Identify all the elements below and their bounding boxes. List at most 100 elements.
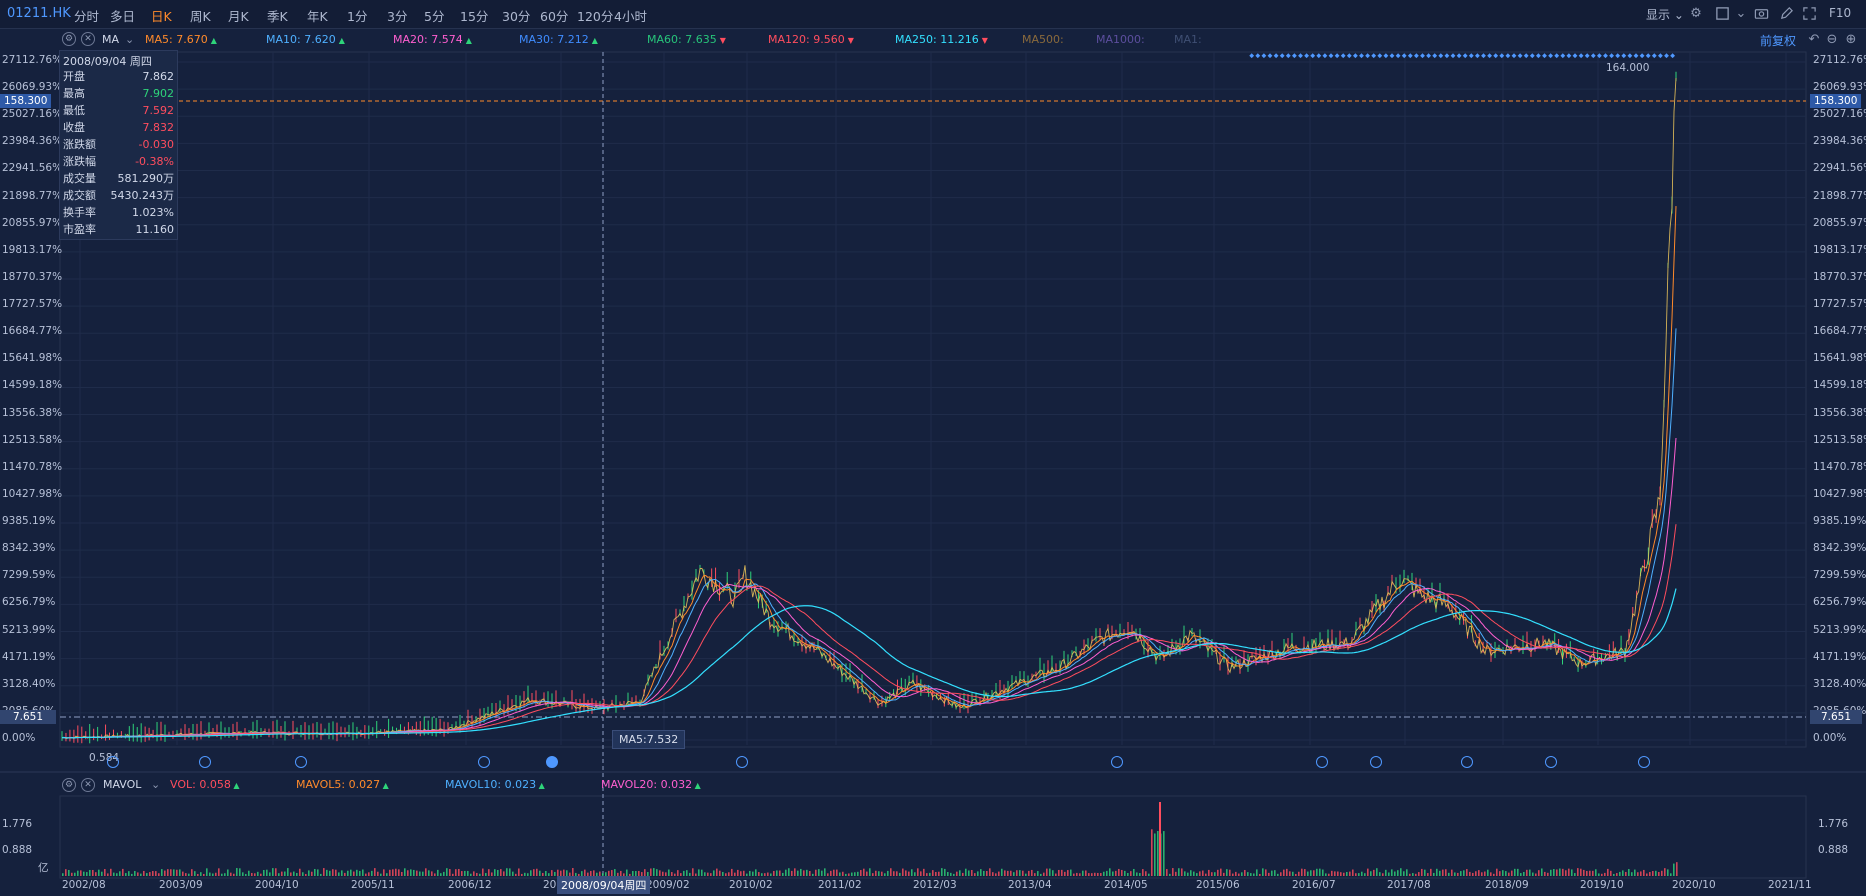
- ma-line: [61, 524, 1677, 739]
- volume-bar: [1166, 869, 1168, 876]
- timeframe-tab[interactable]: 季K: [267, 9, 288, 24]
- ma-legend-item: MA20: 7.574 ▲: [393, 33, 472, 46]
- marker-dot: [1383, 53, 1389, 59]
- ma-indicator-name[interactable]: MA: [102, 33, 120, 46]
- event-marker-icon[interactable]: [478, 756, 490, 768]
- timeframe-tab[interactable]: 30分: [502, 9, 531, 24]
- event-marker-icon[interactable]: [1461, 756, 1473, 768]
- up-arrow-icon: ▲: [338, 36, 345, 45]
- undo-icon[interactable]: ↶: [1808, 31, 1820, 47]
- volume-bar: [953, 873, 955, 876]
- timeframe-tab[interactable]: 日K: [151, 9, 172, 24]
- zoom-in-icon[interactable]: ⊕: [1845, 31, 1857, 47]
- timeframe-tab[interactable]: 3分: [387, 9, 408, 24]
- timeframe-tab[interactable]: 60分: [540, 9, 569, 24]
- layout-square-icon[interactable]: [1714, 5, 1730, 21]
- volume-bar: [539, 870, 541, 876]
- settings-small-icon[interactable]: ⚙: [62, 32, 76, 46]
- volume-bar: [254, 873, 256, 876]
- volume-bar: [452, 873, 454, 876]
- y-axis-tick-label: 4171.19%: [1813, 650, 1866, 663]
- marker-dot: [1590, 53, 1596, 59]
- ohlc-key: 涨跌额: [63, 138, 96, 151]
- vol-indicator-name[interactable]: MAVOL: [103, 778, 142, 791]
- timeframe-tab[interactable]: 周K: [190, 9, 211, 24]
- volume-bar: [1211, 872, 1213, 876]
- x-axis-tick-label: 2006/12: [448, 879, 492, 891]
- volume-bar: [1073, 873, 1075, 876]
- event-marker-icon[interactable]: [1370, 756, 1382, 768]
- zoom-out-icon[interactable]: ⊖: [1826, 31, 1838, 47]
- timeframe-tab[interactable]: 120分: [577, 9, 614, 24]
- volume-bar: [797, 870, 799, 876]
- volume-bar: [662, 871, 664, 876]
- volume-bar: [518, 868, 520, 876]
- volume-bar: [536, 868, 538, 876]
- ticker-symbol[interactable]: 01211.HK: [7, 6, 71, 21]
- y-axis-tick-label: 13556.38%: [1813, 406, 1866, 419]
- event-marker-icon[interactable]: [107, 756, 119, 768]
- marker-dot: [1529, 53, 1535, 59]
- volume-bar: [68, 870, 70, 876]
- event-marker-icon[interactable]: [295, 756, 307, 768]
- volume-bar: [302, 872, 304, 876]
- timeframe-tab[interactable]: 4小时: [614, 9, 647, 24]
- volume-bar: [305, 873, 307, 876]
- pencil-icon[interactable]: [1778, 5, 1794, 21]
- event-marker-icon[interactable]: [1638, 756, 1650, 768]
- volume-bar: [863, 868, 865, 876]
- volume-bar: [434, 873, 436, 876]
- volume-bar: [1199, 871, 1201, 876]
- marker-dot: [1359, 53, 1364, 59]
- volume-bar: [1163, 831, 1165, 876]
- settings-small-icon[interactable]: ⚙: [62, 778, 76, 792]
- volume-bar: [1127, 873, 1129, 876]
- gear-icon[interactable]: ⚙: [1690, 5, 1702, 21]
- event-marker-icon[interactable]: [736, 756, 748, 768]
- event-marker-icon[interactable]: [1316, 756, 1328, 768]
- event-marker-icon[interactable]: [546, 756, 558, 768]
- ohlc-key: 涨跌幅: [63, 155, 96, 168]
- timeframe-tab[interactable]: 5分: [424, 9, 445, 24]
- chevron-down-icon[interactable]: ⌄: [151, 778, 161, 791]
- volume-bar: [164, 870, 166, 876]
- timeframe-tab[interactable]: 年K: [307, 9, 328, 24]
- timeframe-tab[interactable]: 月K: [228, 9, 249, 24]
- volume-bar: [173, 869, 175, 876]
- display-menu[interactable]: 显示 ⌄: [1646, 8, 1684, 22]
- volume-bar: [377, 871, 379, 876]
- adjust-price-button[interactable]: 前复权: [1760, 34, 1797, 48]
- timeframe-tab[interactable]: 15分: [460, 9, 489, 24]
- timeframe-tab[interactable]: 1分: [347, 9, 368, 24]
- x-axis-tick-label: 2016/07: [1292, 879, 1336, 891]
- timeframe-tab[interactable]: 多日: [110, 9, 136, 24]
- event-marker-icon[interactable]: [1111, 756, 1123, 768]
- f10-button[interactable]: F10: [1829, 6, 1852, 20]
- volume-bar: [1517, 868, 1519, 876]
- volume-bar: [1580, 868, 1582, 876]
- event-marker-icon[interactable]: [199, 756, 211, 768]
- volume-bar: [1007, 870, 1009, 876]
- x-axis-tick-label: 2015/06: [1196, 879, 1240, 891]
- chevron-down-icon[interactable]: ⌄: [1735, 5, 1747, 21]
- ohlc-row: 换手率 1.023%: [60, 204, 177, 221]
- fullscreen-icon[interactable]: [1801, 5, 1817, 21]
- volume-bar: [284, 871, 286, 876]
- close-small-icon[interactable]: ✕: [81, 778, 95, 792]
- timeframe-tab[interactable]: 分时: [74, 9, 100, 24]
- volume-bar: [1304, 869, 1306, 876]
- event-marker-icon[interactable]: [1545, 756, 1557, 768]
- marker-dot: [1511, 53, 1517, 59]
- volume-bar: [1259, 873, 1261, 876]
- volume-bar: [1649, 872, 1651, 876]
- volume-bar: [128, 871, 130, 876]
- marker-dot: [1334, 53, 1340, 59]
- y-axis-tick-label: 27112.76%: [2, 54, 63, 66]
- volume-bar: [1145, 871, 1147, 876]
- marker-dot: [1249, 53, 1255, 59]
- camera-icon[interactable]: [1753, 5, 1769, 21]
- volume-bar: [455, 869, 457, 876]
- close-small-icon[interactable]: ✕: [81, 32, 95, 46]
- chevron-down-icon[interactable]: ⌄: [125, 33, 135, 46]
